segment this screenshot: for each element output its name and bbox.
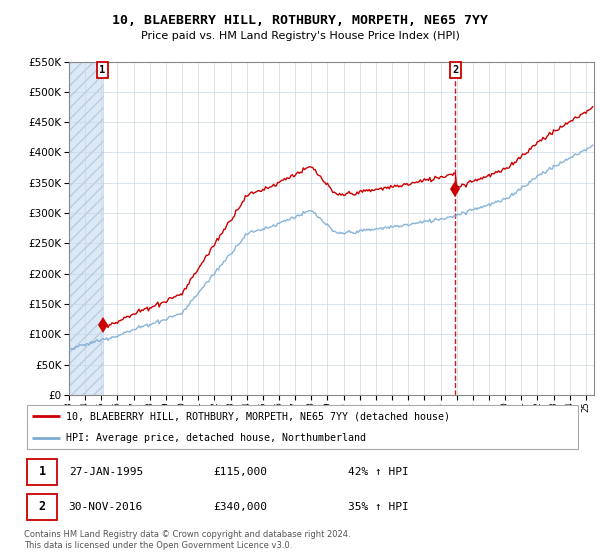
Text: 2: 2: [38, 500, 46, 514]
Text: £115,000: £115,000: [214, 467, 268, 477]
Bar: [69, 62, 103, 395]
Text: £340,000: £340,000: [214, 502, 268, 512]
Text: Contains HM Land Registry data © Crown copyright and database right 2024.
This d: Contains HM Land Registry data © Crown c…: [24, 530, 350, 550]
Bar: [69, 62, 103, 395]
FancyBboxPatch shape: [27, 459, 58, 485]
Text: 42% ↑ HPI: 42% ↑ HPI: [347, 467, 409, 477]
Text: 10, BLAEBERRY HILL, ROTHBURY, MORPETH, NE65 7YY: 10, BLAEBERRY HILL, ROTHBURY, MORPETH, N…: [112, 14, 488, 27]
Text: 10, BLAEBERRY HILL, ROTHBURY, MORPETH, NE65 7YY (detached house): 10, BLAEBERRY HILL, ROTHBURY, MORPETH, N…: [66, 411, 450, 421]
FancyBboxPatch shape: [27, 405, 578, 449]
FancyBboxPatch shape: [27, 493, 58, 520]
Text: Price paid vs. HM Land Registry's House Price Index (HPI): Price paid vs. HM Land Registry's House …: [140, 31, 460, 41]
Text: 35% ↑ HPI: 35% ↑ HPI: [347, 502, 409, 512]
Text: 30-NOV-2016: 30-NOV-2016: [68, 502, 143, 512]
Text: 1: 1: [100, 65, 106, 75]
Text: HPI: Average price, detached house, Northumberland: HPI: Average price, detached house, Nort…: [66, 433, 366, 443]
Text: 27-JAN-1995: 27-JAN-1995: [68, 467, 143, 477]
Text: 2: 2: [452, 65, 458, 75]
Text: 1: 1: [38, 465, 46, 478]
